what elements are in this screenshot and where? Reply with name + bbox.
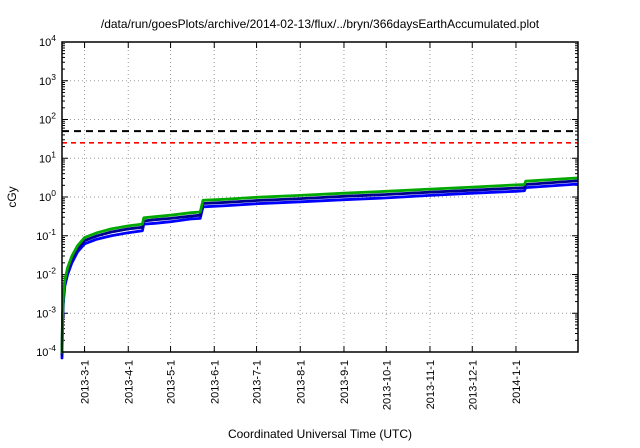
series-accumulated-dose-navy bbox=[60, 179, 578, 357]
x-tick-label: 2013-8-1 bbox=[295, 360, 307, 404]
x-tick-label: 2013-12-1 bbox=[467, 360, 479, 410]
y-tick-label: 10-2 bbox=[36, 266, 56, 282]
y-axis-label: cGy bbox=[5, 186, 19, 207]
chart-title: /data/run/goesPlots/archive/2014-02-13/f… bbox=[101, 17, 540, 31]
x-tick-label: 2013-9-1 bbox=[339, 360, 351, 404]
series-accumulated-dose-blue bbox=[60, 182, 578, 360]
y-tick-label: 101 bbox=[39, 149, 56, 165]
x-axis-label: Coordinated Universal Time (UTC) bbox=[228, 427, 412, 441]
x-tick-label: 2013-6-1 bbox=[209, 360, 221, 404]
y-tick-label: 10-4 bbox=[36, 343, 56, 359]
y-tick-label: 103 bbox=[39, 72, 56, 88]
y-tick-label: 10-1 bbox=[36, 227, 56, 243]
x-tick-label: 2013-10-1 bbox=[381, 360, 393, 410]
x-tick-label: 2013-7-1 bbox=[252, 360, 264, 404]
x-tick-label: 2013-11-1 bbox=[425, 360, 437, 409]
y-tick-label: 10-3 bbox=[36, 304, 56, 320]
x-tick-label: 2013-4-1 bbox=[123, 360, 135, 404]
y-tick-label: 102 bbox=[39, 111, 56, 127]
x-tick-label: 2014-1-1 bbox=[511, 360, 523, 404]
x-tick-label: 2013-3-1 bbox=[80, 360, 92, 404]
series-accumulated-dose-green bbox=[60, 176, 578, 354]
x-tick-label: 2013-5-1 bbox=[166, 360, 178, 404]
y-tick-label: 104 bbox=[39, 33, 56, 49]
plot-area: 10-4 10-3 10-2 10-1 100 101 102 103 104 2013-3-1 2… bbox=[36, 33, 579, 410]
y-tick-label: 100 bbox=[39, 188, 56, 204]
plot-frame bbox=[61, 41, 579, 353]
